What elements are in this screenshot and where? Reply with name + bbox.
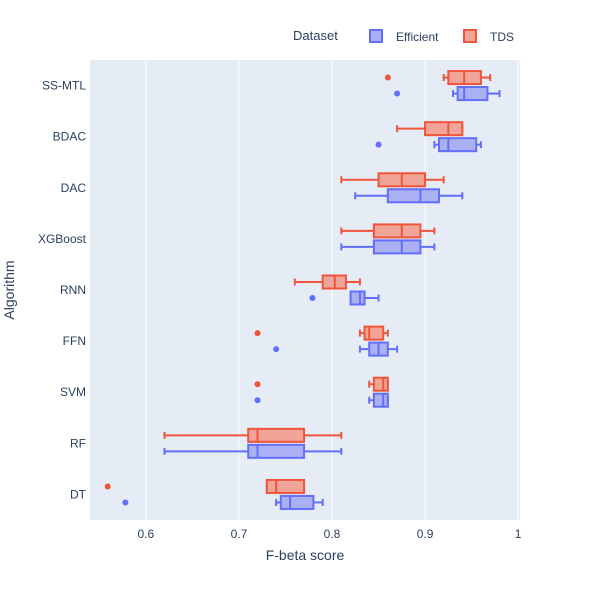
box-iqr — [247, 427, 306, 443]
box-iqr — [372, 376, 389, 392]
box-iqr — [386, 188, 441, 204]
x-tick-label: 0.6 — [138, 527, 155, 541]
legend[interactable]: Dataset Efficient TDS — [293, 28, 514, 44]
box-iqr — [349, 290, 366, 306]
box-efficient-svm — [254, 392, 389, 408]
y-tick-label: RNN — [60, 283, 86, 297]
y-tick-label: BDAC — [53, 130, 87, 144]
box-tds-ffn — [254, 325, 389, 341]
x-axis-ticks: 0.6 0.7 0.8 0.9 1 — [138, 527, 522, 541]
box-iqr — [279, 494, 315, 510]
legend-title: Dataset — [293, 28, 338, 43]
box-tds-bdac — [396, 121, 464, 137]
box-tds-ss-mtl — [384, 70, 492, 86]
box-tds-dac — [340, 172, 445, 188]
box-marks — [104, 70, 501, 510]
y-axis-title: Algorithm — [1, 260, 17, 319]
legend-swatch — [463, 29, 477, 43]
outlier-point — [384, 74, 391, 81]
y-tick-label: DT — [70, 487, 87, 501]
box-efficient-bdac — [375, 137, 482, 153]
y-axis-ticks: DT RF SVM FFN RNN XGBoost DAC BDAC SS-MTL — [38, 79, 87, 502]
outlier-point — [254, 397, 261, 404]
box-iqr — [372, 392, 389, 408]
box-efficient-dt — [122, 494, 324, 510]
outlier-point — [273, 346, 280, 353]
outlier-point — [375, 141, 382, 148]
box-iqr — [372, 223, 422, 239]
box-tds-svm — [254, 376, 389, 392]
box-efficient-rnn — [309, 290, 380, 306]
box-efficient-dac — [354, 188, 464, 204]
box-efficient-ffn — [273, 341, 399, 357]
box-tds-dt — [104, 478, 306, 494]
outlier-point — [122, 499, 129, 506]
legend-label: Efficient — [396, 30, 439, 44]
outlier-point — [254, 381, 261, 388]
x-tick-label: 0.9 — [417, 527, 434, 541]
box-iqr — [363, 325, 385, 341]
x-tick-label: 1 — [515, 527, 522, 541]
box-tds-rf — [163, 427, 343, 443]
y-tick-label: SVM — [60, 385, 86, 399]
outlier-point — [254, 330, 261, 337]
y-tick-label: SS-MTL — [42, 79, 86, 93]
y-tick-label: XGBoost — [38, 232, 87, 246]
outlier-point — [309, 295, 316, 301]
legend-items[interactable]: Efficient TDS — [369, 29, 514, 44]
y-tick-label: DAC — [61, 181, 87, 195]
box-iqr — [247, 443, 306, 459]
plot-area — [90, 60, 520, 520]
y-tick-label: RF — [70, 436, 86, 450]
box-efficient-rf — [163, 443, 343, 459]
box-iqr — [372, 239, 422, 255]
x-tick-label: 0.7 — [231, 527, 248, 541]
box-iqr — [438, 137, 478, 153]
legend-item-efficient[interactable]: Efficient — [369, 29, 439, 44]
gridlines — [145, 60, 519, 520]
legend-label: TDS — [490, 30, 514, 44]
box-efficient-ss-mtl — [394, 86, 501, 102]
legend-item-tds[interactable]: TDS — [463, 29, 514, 44]
x-tick-label: 0.8 — [324, 527, 341, 541]
legend-swatch — [369, 29, 383, 43]
box-iqr — [265, 478, 306, 494]
box-tds-rnn — [293, 274, 361, 290]
outlier-point — [394, 90, 401, 97]
box-efficient-xgboost — [340, 239, 436, 255]
x-axis-title: F-beta score — [266, 547, 345, 563]
box-tds-xgboost — [340, 223, 436, 239]
box-iqr — [456, 86, 489, 102]
box-iqr — [424, 121, 464, 137]
outlier-point — [104, 483, 111, 490]
y-tick-label: FFN — [63, 334, 86, 348]
